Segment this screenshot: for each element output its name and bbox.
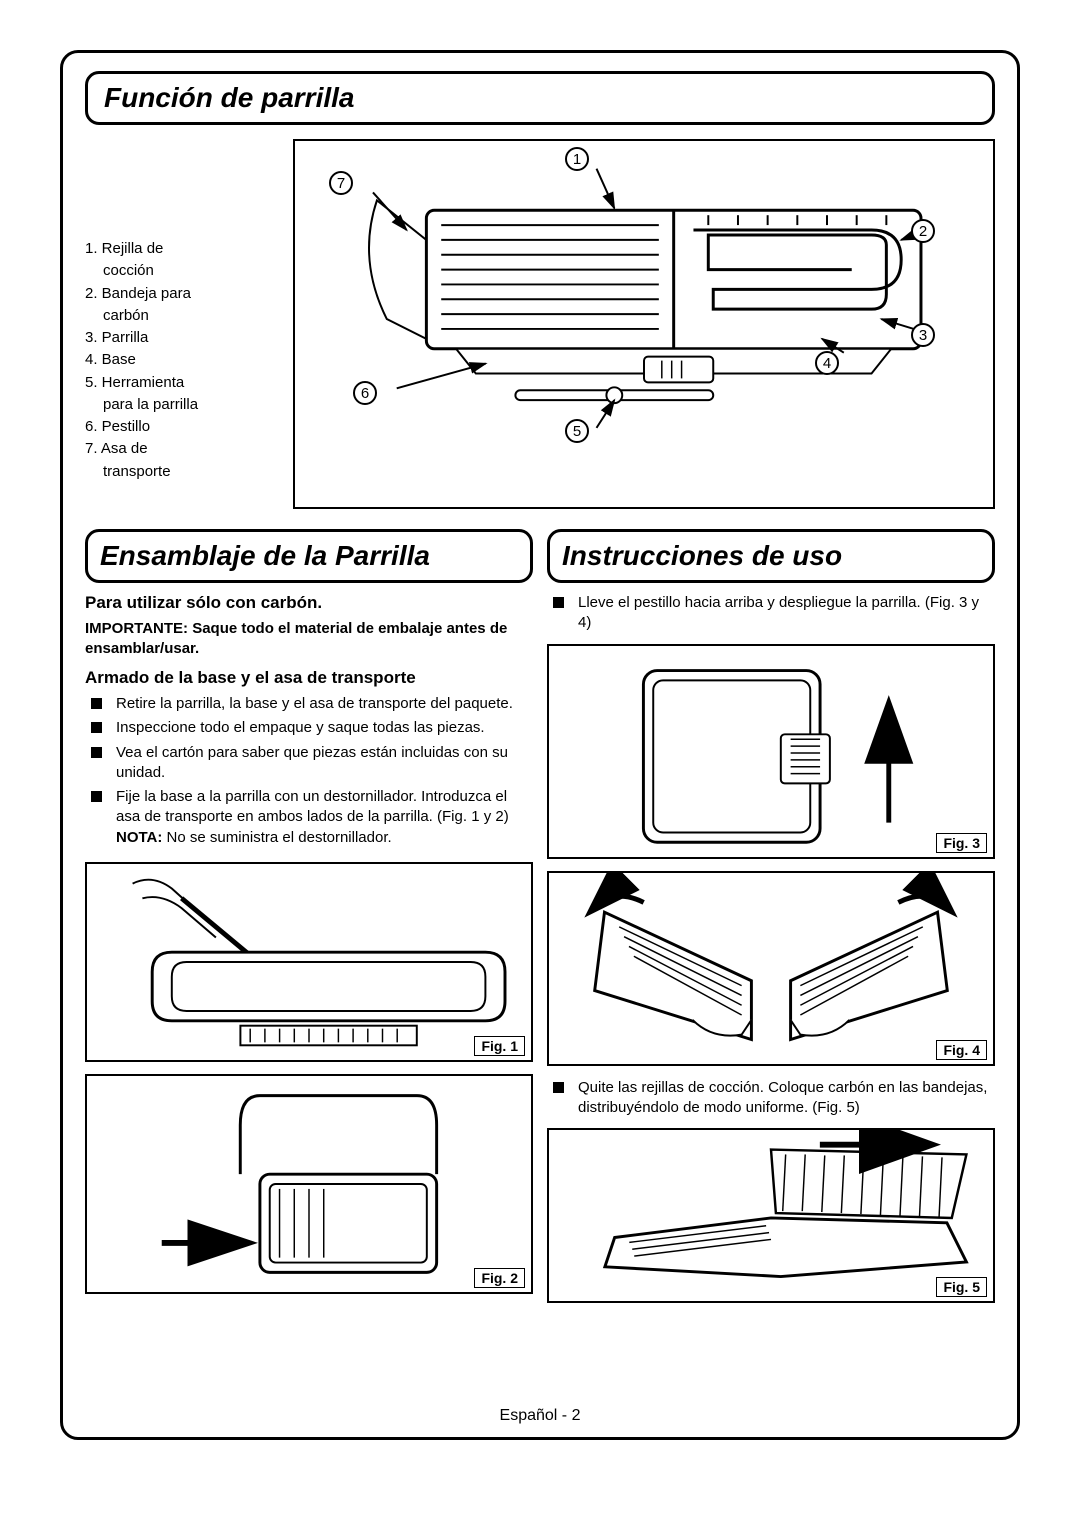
funcion-block: 1. Rejilla decocción 2. Bandeja paracarbó… [85, 139, 995, 509]
parts-list-item: 5. Herramienta [85, 373, 275, 393]
important-note: IMPORTANTE: Saque todo el material de em… [85, 619, 533, 658]
two-column-layout: Ensamblaje de la Parrilla Para utilizar … [85, 529, 995, 1315]
diagram-fig3: Fig. 3 [547, 644, 995, 859]
callout-5: 5 [565, 419, 589, 443]
section-funcion-header: Función de parrilla [85, 71, 995, 125]
fig3-label: Fig. 3 [936, 833, 987, 853]
usage-bullet-1: Lleve el pestillo hacia arriba y desplie… [547, 593, 995, 634]
fig4-label: Fig. 4 [936, 1040, 987, 1060]
parts-list-item: 6. Pestillo [85, 417, 275, 437]
parts-list-item: 1. Rejilla de [85, 239, 275, 259]
usage-text-1: Lleve el pestillo hacia arriba y desplie… [578, 593, 995, 634]
col-ensamblaje: Ensamblaje de la Parrilla Para utilizar … [85, 529, 533, 1315]
parts-list-item: 4. Base [85, 350, 275, 370]
section-instrucciones-header: Instrucciones de uso [547, 529, 995, 583]
assembly-bullet: Fije la base a la parrilla con un destor… [91, 787, 533, 848]
usage-text-2: Quite las rejillas de cocción. Coloque c… [578, 1078, 995, 1119]
section-ensamblaje-title: Ensamblaje de la Parrilla [100, 540, 518, 572]
parts-list: 1. Rejilla decocción 2. Bandeja paracarbó… [85, 139, 275, 509]
assembly-bullets: Retire la parrilla, la base y el asa de … [85, 694, 533, 848]
parts-list-item: 2. Bandeja para [85, 284, 275, 304]
fig2-label: Fig. 2 [474, 1268, 525, 1288]
main-diagram: 1 7 2 3 4 6 5 [293, 139, 995, 509]
col-instrucciones: Instrucciones de uso Lleve el pestillo h… [547, 529, 995, 1315]
assembly-bullet: Vea el cartón para saber que piezas está… [91, 743, 533, 784]
fig1-label: Fig. 1 [474, 1036, 525, 1056]
sub-heading-carbon: Para utilizar sólo con carbón. [85, 593, 533, 613]
section-ensamblaje-header: Ensamblaje de la Parrilla [85, 529, 533, 583]
fig5-label: Fig. 5 [936, 1277, 987, 1297]
callout-4: 4 [815, 351, 839, 375]
assembly-bullet: Inspeccione todo el empaque y saque toda… [91, 718, 533, 738]
diagram-fig4: Fig. 4 [547, 871, 995, 1066]
callout-2: 2 [911, 219, 935, 243]
parts-list-item-sub: cocción [85, 261, 275, 281]
usage-bullet-2: Quite las rejillas de cocción. Coloque c… [547, 1078, 995, 1119]
parts-list-item-sub: carbón [85, 306, 275, 326]
page-footer: Español - 2 [63, 1407, 1017, 1425]
callout-1: 1 [565, 147, 589, 171]
sub-heading-armado: Armado de la base y el asa de transporte [85, 668, 533, 688]
callout-7: 7 [329, 171, 353, 195]
parts-list-item-sub: transporte [85, 462, 275, 482]
diagram-fig1: Fig. 1 [85, 862, 533, 1062]
parts-list-item: 3. Parrilla [85, 328, 275, 348]
section-instrucciones-title: Instrucciones de uso [562, 540, 980, 572]
parts-list-item-sub: para la parrilla [85, 395, 275, 415]
diagram-fig5: Fig. 5 [547, 1128, 995, 1303]
section-funcion-title: Función de parrilla [104, 82, 976, 114]
callout-3: 3 [911, 323, 935, 347]
assembly-bullet: Retire la parrilla, la base y el asa de … [91, 694, 533, 714]
grill-svg [295, 141, 993, 507]
page-frame: Función de parrilla 1. Rejilla decocción… [60, 50, 1020, 1440]
callout-6: 6 [353, 381, 377, 405]
parts-list-item: 7. Asa de [85, 439, 275, 459]
diagram-fig2: Fig. 2 [85, 1074, 533, 1294]
